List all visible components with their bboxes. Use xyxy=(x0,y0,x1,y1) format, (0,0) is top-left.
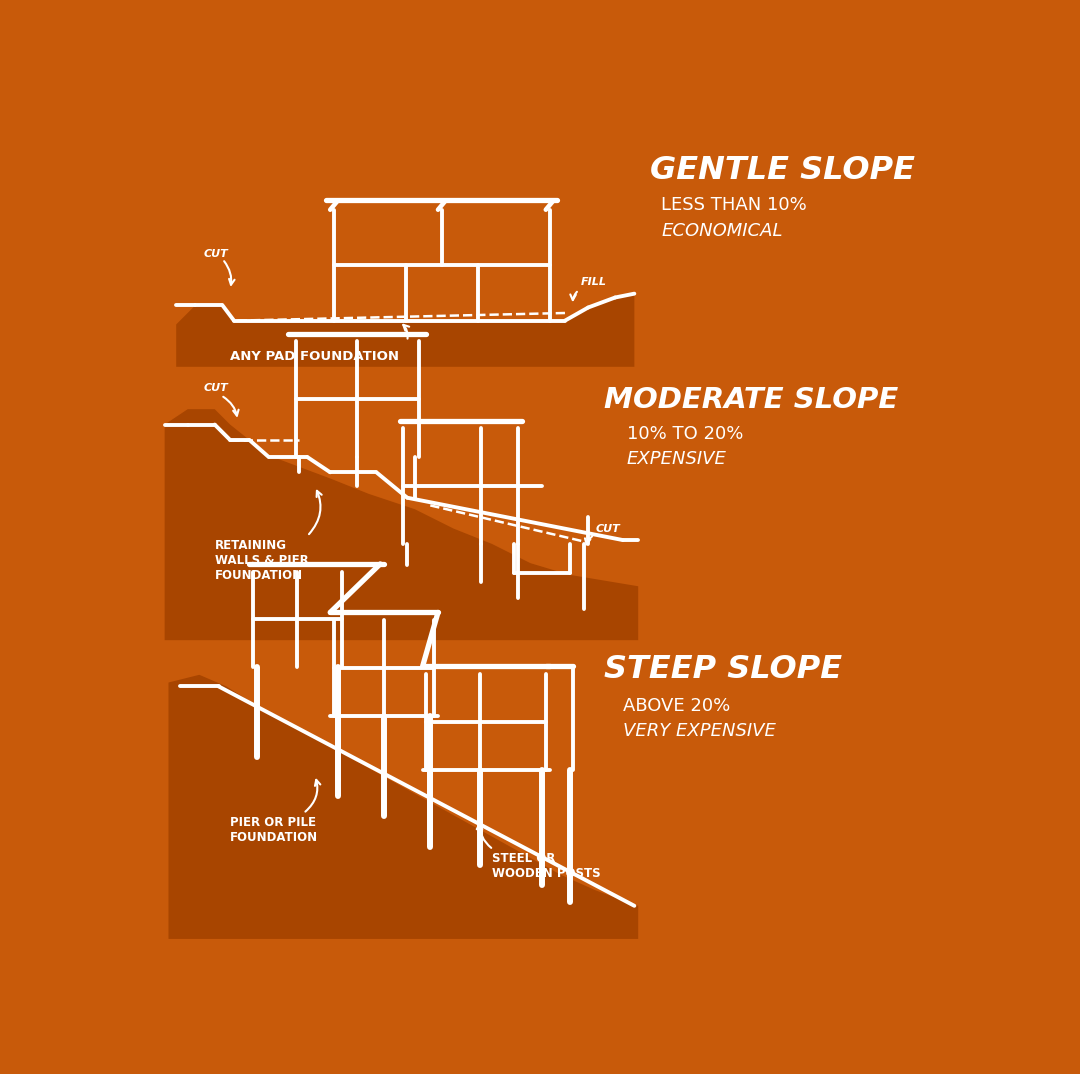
Text: FILL: FILL xyxy=(580,277,607,287)
Text: ANY PAD FOUNDATION: ANY PAD FOUNDATION xyxy=(230,350,400,363)
Text: STEEL OR
WOODEN POSTS: STEEL OR WOODEN POSTS xyxy=(491,852,600,880)
Text: RETAINING
WALLS & PIER
FOUNDATION: RETAINING WALLS & PIER FOUNDATION xyxy=(215,538,309,581)
Text: CUT: CUT xyxy=(203,248,228,259)
Polygon shape xyxy=(176,293,634,367)
Text: GENTLE SLOPE: GENTLE SLOPE xyxy=(650,155,915,186)
Text: MODERATE SLOPE: MODERATE SLOPE xyxy=(604,386,897,413)
Polygon shape xyxy=(168,674,638,939)
Text: ECONOMICAL: ECONOMICAL xyxy=(661,221,783,240)
Text: ABOVE 20%: ABOVE 20% xyxy=(623,697,730,714)
Polygon shape xyxy=(164,409,638,640)
Text: EXPENSIVE: EXPENSIVE xyxy=(626,450,727,468)
Text: CUT: CUT xyxy=(596,523,621,534)
Text: LESS THAN 10%: LESS THAN 10% xyxy=(661,197,807,214)
Text: 10% TO 20%: 10% TO 20% xyxy=(626,425,743,442)
Text: STEEP SLOPE: STEEP SLOPE xyxy=(604,654,841,685)
Text: PIER OR PILE
FOUNDATION: PIER OR PILE FOUNDATION xyxy=(230,816,319,844)
Text: VERY EXPENSIVE: VERY EXPENSIVE xyxy=(623,722,775,740)
Text: CUT: CUT xyxy=(203,382,228,393)
